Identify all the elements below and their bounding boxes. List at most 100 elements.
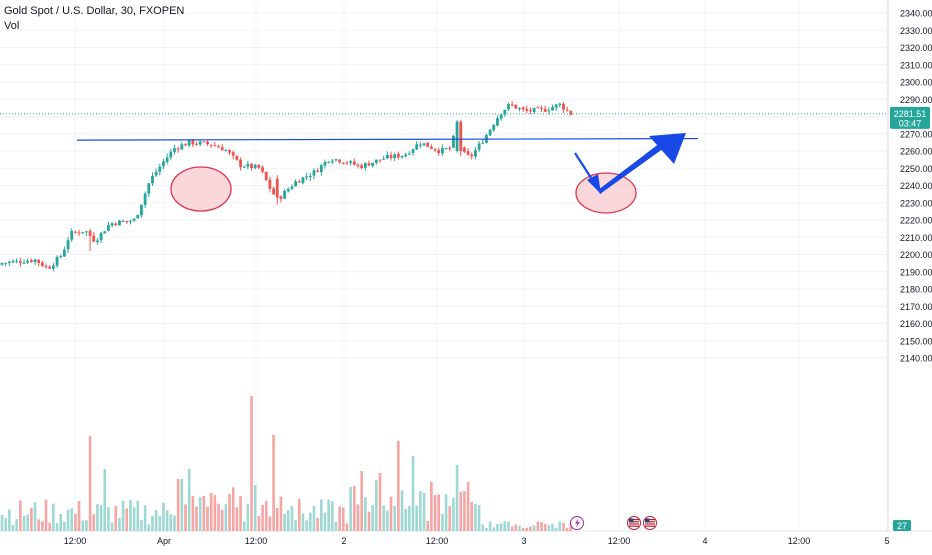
volume-bar	[492, 527, 496, 531]
volume-bar	[371, 505, 374, 531]
volume-bar	[452, 497, 455, 531]
price-tick-label: 2270.00	[900, 129, 932, 139]
volume-bar	[463, 491, 466, 531]
candle-body	[136, 214, 140, 219]
candle-body	[389, 155, 393, 158]
candle-body	[316, 170, 320, 172]
arrow-down-head[interactable]	[587, 174, 601, 194]
volume-bar	[88, 436, 92, 531]
volume-bar	[198, 497, 202, 531]
candle-body	[184, 144, 187, 146]
candle-body	[400, 155, 404, 158]
candle-body	[452, 135, 455, 148]
volume-bar	[375, 480, 378, 531]
flag-stripe	[645, 519, 655, 521]
candle-body	[4, 262, 8, 264]
price-tick-label: 2240.00	[900, 181, 932, 191]
candle-body	[474, 150, 477, 157]
volume-bar	[154, 509, 158, 531]
volume-bar	[510, 526, 514, 531]
volume-bar	[503, 521, 507, 531]
volume-bar	[554, 527, 558, 531]
time-axis-label: 5	[884, 536, 889, 546]
volume-bar	[125, 508, 129, 531]
volume-bar	[66, 509, 70, 531]
volume-bar	[558, 521, 562, 531]
volume-bar	[521, 527, 525, 531]
symbol-title[interactable]: Gold Spot / U.S. Dollar, 30, FXOPEN	[4, 5, 185, 17]
candle-body	[7, 261, 11, 264]
us-flag-event-icon[interactable]	[643, 516, 657, 530]
last-price-badge[interactable]	[890, 106, 930, 129]
volume-bar	[543, 523, 547, 531]
volume-bar	[30, 507, 33, 531]
candle-body	[125, 221, 129, 223]
candle-body	[180, 144, 184, 150]
candle-body	[264, 171, 268, 181]
candle-body	[209, 144, 213, 146]
candle-body	[59, 256, 63, 258]
volume-bar	[180, 479, 184, 531]
price-tick-label: 2210.00	[900, 233, 932, 243]
candle-body	[195, 143, 198, 145]
candle-body	[518, 108, 521, 110]
volume-bar	[132, 507, 136, 531]
volume-indicator-label[interactable]: Vol	[4, 20, 20, 32]
support-line-drawing[interactable]	[76, 137, 699, 141]
price-tick-label: 2300.00	[900, 78, 932, 88]
highlight-ellipse-left[interactable]	[170, 166, 232, 212]
volume-bar	[231, 487, 235, 531]
price-tick-label: 2170.00	[900, 302, 932, 312]
volume-bar	[217, 503, 220, 531]
candle-body	[323, 162, 327, 166]
arrow-up-head[interactable]	[649, 133, 686, 164]
volume-bar	[70, 508, 74, 531]
volume-bar	[536, 521, 540, 531]
candle-body	[110, 223, 114, 226]
candle-body	[286, 189, 290, 192]
candle-body	[29, 260, 33, 262]
volume-bar	[92, 514, 96, 531]
volume-bar	[224, 504, 228, 531]
candle-body	[363, 163, 367, 168]
highlight-ellipse-right[interactable]	[575, 172, 637, 214]
candle-body	[459, 121, 463, 151]
volume-bar	[323, 512, 327, 531]
candle-body	[121, 220, 125, 222]
candle-body	[407, 153, 411, 155]
volume-badge-value: 27	[897, 521, 907, 531]
price-tick-label: 2160.00	[900, 319, 932, 329]
candle-body	[433, 148, 437, 151]
volume-badge[interactable]	[893, 520, 911, 531]
us-flag-event-icon[interactable]	[627, 516, 641, 530]
volume-bar	[242, 521, 246, 531]
volume-bar	[389, 496, 393, 531]
candle-body	[492, 125, 496, 131]
volume-bar	[441, 514, 444, 531]
time-axis-label: 12:00	[64, 536, 87, 546]
candle-body	[246, 163, 250, 167]
candle-body	[114, 223, 118, 226]
volume-bar	[173, 515, 176, 531]
candle-body	[371, 162, 375, 166]
candle-body	[554, 104, 558, 108]
candle-body	[33, 259, 37, 263]
candle-body	[540, 107, 543, 109]
volume-bar	[507, 521, 510, 531]
time-axis-label: 12:00	[426, 536, 449, 546]
candle-body	[206, 141, 209, 144]
candle-body	[220, 147, 224, 151]
volume-bar	[202, 495, 206, 531]
price-tick-label: 2290.00	[900, 95, 932, 105]
candle-body	[319, 165, 323, 173]
flag-stripe	[629, 519, 639, 521]
volume-bar	[279, 496, 283, 531]
volume-bar	[220, 509, 224, 531]
volume-bar	[551, 523, 554, 531]
candle-body	[499, 114, 503, 119]
candle-body	[330, 160, 334, 163]
candle-body	[55, 256, 59, 266]
arrow-up-shaft[interactable]	[598, 143, 664, 194]
